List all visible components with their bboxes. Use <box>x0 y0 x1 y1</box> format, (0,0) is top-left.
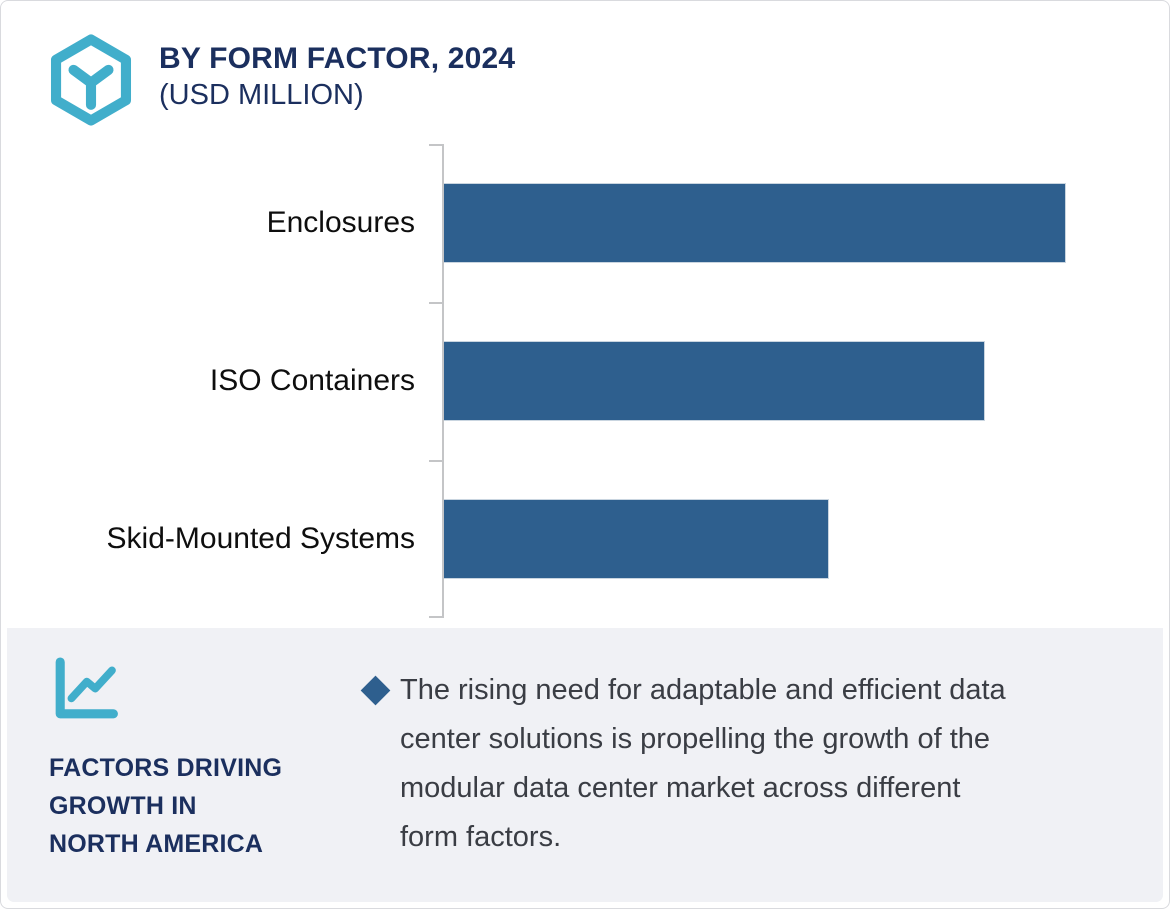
bar <box>444 183 1066 263</box>
axis-tick <box>429 144 442 146</box>
axis-tick <box>429 616 442 618</box>
header: BY FORM FACTOR, 2024 (USD MILLION) <box>1 1 1169 126</box>
insight-item: The rising need for adaptable and effici… <box>360 666 1123 862</box>
bar-chart: Enclosures ISO Containers Skid-Mounted Sys… <box>1 144 1169 618</box>
insight-text: The rising need for adaptable and effici… <box>400 674 1006 853</box>
box-hexagon-icon <box>50 34 132 126</box>
line-chart-icon <box>55 657 118 719</box>
page-title: BY FORM FACTOR, 2024 <box>159 42 516 75</box>
chart-row <box>444 302 1159 460</box>
factors-left-column: FACTORS DRIVING GROWTH IN NORTH AMERICA <box>7 628 319 902</box>
factors-right-column: The rising need for adaptable and effici… <box>319 628 1163 902</box>
bar <box>444 499 830 579</box>
title-block: BY FORM FACTOR, 2024 (USD MILLION) <box>159 34 515 113</box>
category-label: Skid-Mounted Systems <box>106 522 415 555</box>
factors-heading: FACTORS DRIVING GROWTH IN NORTH AMERICA <box>49 754 283 858</box>
chart-row <box>444 460 1159 618</box>
category-axis-labels: Enclosures ISO Containers Skid-Mounted Sys… <box>1 144 442 618</box>
diamond-bullet-icon <box>360 675 391 706</box>
bar <box>444 341 985 421</box>
chart-row <box>444 144 1159 302</box>
label-row: Skid-Mounted Systems <box>1 460 442 618</box>
page-subtitle: (USD MILLION) <box>159 79 364 111</box>
category-label: ISO Containers <box>209 364 415 397</box>
axis-tick <box>429 302 442 304</box>
axis-tick <box>429 460 442 462</box>
category-label: Enclosures <box>266 206 415 239</box>
label-row: ISO Containers <box>1 302 442 460</box>
factors-panel: FACTORS DRIVING GROWTH IN NORTH AMERICA … <box>7 628 1163 902</box>
label-row: Enclosures <box>1 144 442 302</box>
plot-area <box>429 144 1159 618</box>
